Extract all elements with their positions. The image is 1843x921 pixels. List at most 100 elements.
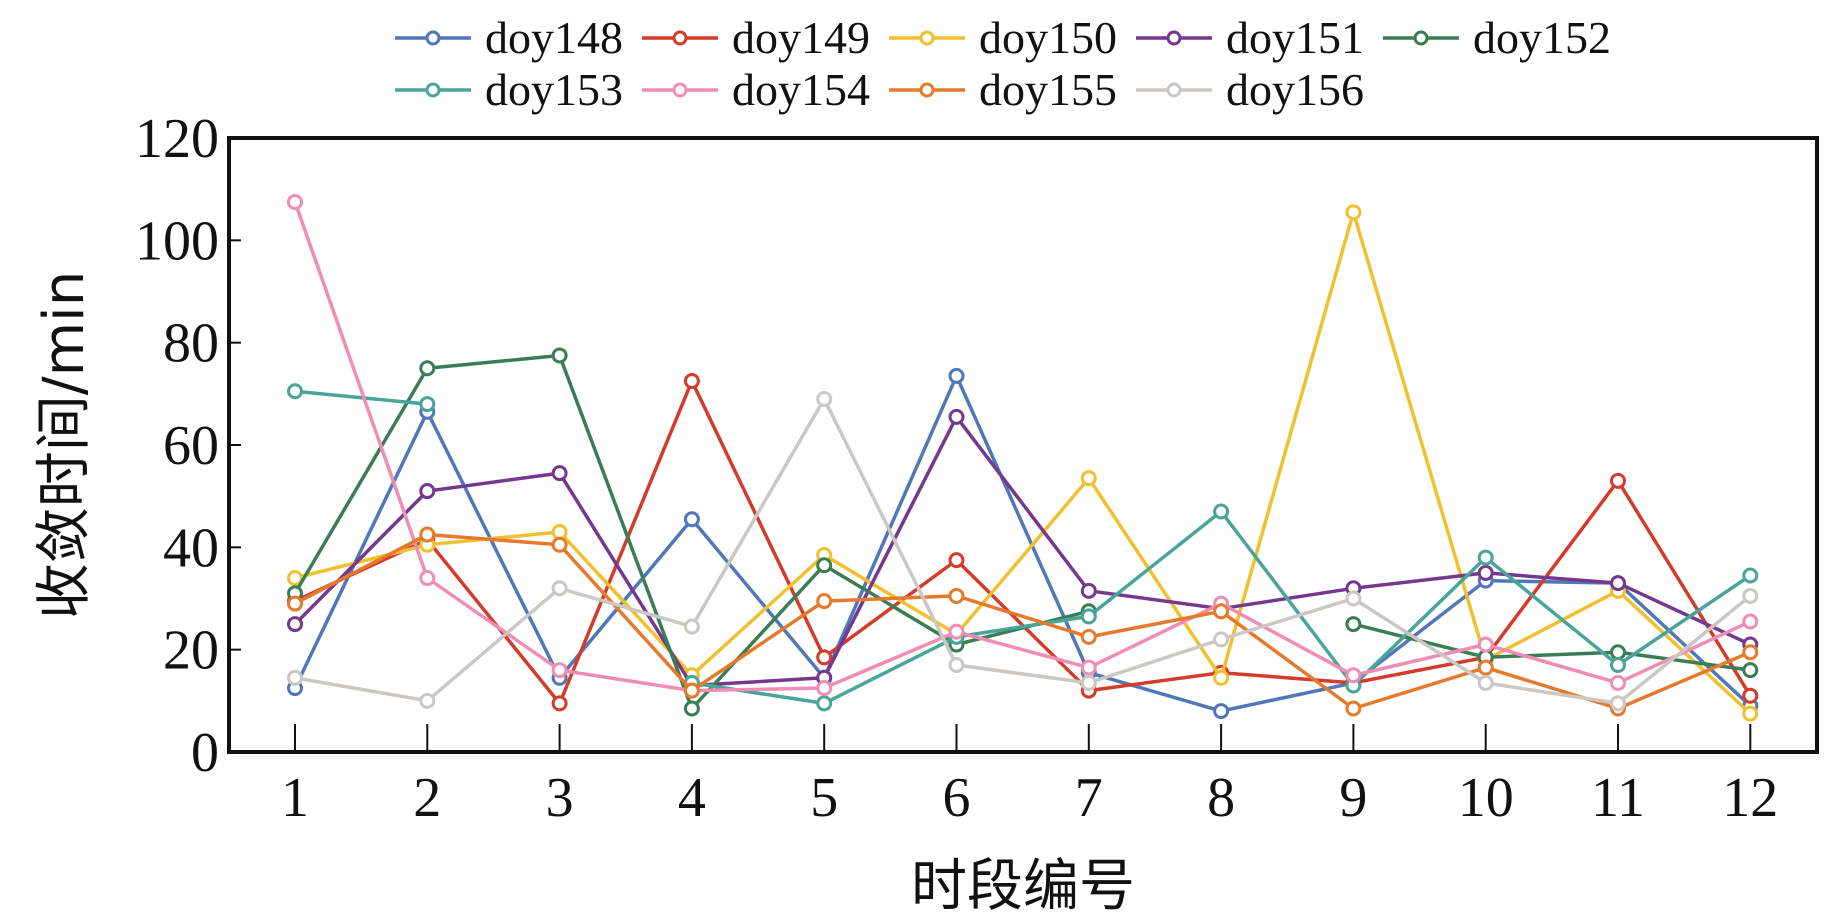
x-tick-label: 8 bbox=[1207, 767, 1235, 829]
data-point-doy149 bbox=[551, 695, 568, 712]
data-point-doy153 bbox=[1742, 567, 1759, 584]
legend-marker bbox=[1166, 82, 1182, 98]
data-point-doy148 bbox=[1213, 703, 1230, 720]
data-point-doy149 bbox=[948, 552, 965, 569]
x-axis-title: 时段编号 bbox=[911, 854, 1135, 919]
data-point-doy154 bbox=[816, 680, 833, 697]
data-point-doy151 bbox=[948, 408, 965, 425]
data-point-doy155 bbox=[948, 587, 965, 604]
data-point-doy149 bbox=[1742, 687, 1759, 704]
x-tick-label: 1 bbox=[281, 767, 309, 829]
data-point-doy153 bbox=[1213, 503, 1230, 520]
series-line-doy155 bbox=[294, 532, 1751, 711]
series-doy148 bbox=[287, 367, 1759, 720]
data-point-doy153 bbox=[816, 695, 833, 712]
data-point-doy156 bbox=[551, 580, 568, 597]
data-point-doy156 bbox=[948, 657, 965, 674]
data-point-doy150 bbox=[1742, 705, 1759, 722]
data-point-doy156 bbox=[1213, 631, 1230, 648]
data-point-doy153 bbox=[287, 383, 303, 400]
legend-label: doy155 bbox=[979, 64, 1117, 115]
data-point-doy150 bbox=[1213, 669, 1230, 686]
legend-marker bbox=[425, 30, 441, 46]
x-tick-label: 5 bbox=[810, 767, 838, 829]
x-tick-label: 12 bbox=[1722, 767, 1778, 829]
y-tick-label: 80 bbox=[163, 313, 219, 375]
legend-label: doy156 bbox=[1226, 64, 1364, 115]
x-tick-label: 6 bbox=[943, 767, 971, 829]
data-point-doy155 bbox=[816, 593, 833, 610]
legend-marker bbox=[672, 82, 688, 98]
legend-item-doy156: doy156 bbox=[1136, 64, 1364, 115]
legend-item-doy150: doy150 bbox=[889, 12, 1117, 63]
data-point-doy150 bbox=[1080, 470, 1097, 487]
data-point-doy156 bbox=[1080, 674, 1097, 691]
data-point-doy154 bbox=[1477, 636, 1494, 653]
data-point-doy150 bbox=[287, 570, 303, 587]
legend-label: doy154 bbox=[732, 64, 870, 115]
data-point-doy152 bbox=[683, 700, 700, 717]
plot-frame bbox=[227, 136, 1819, 754]
data-point-doy152 bbox=[1742, 662, 1759, 679]
y-tick-label: 20 bbox=[163, 620, 219, 682]
x-tick-label: 4 bbox=[678, 767, 706, 829]
legend: doy148 doy149 doy150 doy151 doy152 doy153 doy1… bbox=[395, 12, 1611, 115]
data-point-doy152 bbox=[419, 360, 436, 377]
data-point-doy155 bbox=[1080, 628, 1097, 645]
series-line-doy148 bbox=[293, 374, 1752, 713]
y-tick-label: 120 bbox=[135, 108, 219, 170]
data-point-doy156 bbox=[419, 692, 436, 709]
legend-marker bbox=[672, 30, 688, 46]
data-point-doy153 bbox=[1477, 549, 1494, 566]
series-doy154 bbox=[287, 193, 1759, 699]
legend-marker bbox=[425, 82, 441, 98]
y-tick-label: 100 bbox=[135, 210, 219, 272]
data-point-doy151 bbox=[551, 465, 568, 482]
legend-item-doy155: doy155 bbox=[889, 64, 1117, 115]
x-tick-label: 10 bbox=[1458, 767, 1514, 829]
legend-label: doy152 bbox=[1473, 12, 1611, 63]
x-tick-label: 2 bbox=[413, 767, 441, 829]
x-tick-label: 9 bbox=[1339, 767, 1367, 829]
x-tick-label: 11 bbox=[1591, 767, 1645, 829]
data-point-doy155 bbox=[1477, 659, 1494, 676]
data-point-doy154 bbox=[1610, 674, 1626, 691]
data-point-doy155 bbox=[551, 536, 568, 553]
x-tick-label: 7 bbox=[1075, 767, 1103, 829]
legend-label: doy151 bbox=[1226, 12, 1364, 63]
data-point-doy156 bbox=[1477, 674, 1494, 691]
data-point-doy156 bbox=[683, 618, 700, 635]
y-tick-label: 40 bbox=[163, 517, 219, 579]
series-doy155 bbox=[287, 526, 1759, 717]
legend-label: doy148 bbox=[485, 12, 623, 63]
legend-item-doy152: doy152 bbox=[1383, 12, 1611, 63]
legend-marker bbox=[919, 82, 935, 98]
data-point-doy155 bbox=[287, 595, 303, 612]
series-doy153 bbox=[287, 383, 1759, 712]
data-point-doy152 bbox=[551, 347, 568, 364]
data-point-doy153 bbox=[419, 396, 436, 413]
data-point-doy153 bbox=[1610, 657, 1626, 674]
data-point-doy152 bbox=[1610, 644, 1626, 661]
data-point-doy154 bbox=[1080, 659, 1097, 676]
data-point-doy154 bbox=[948, 623, 965, 640]
series-line-doy150 bbox=[294, 210, 1752, 715]
series-line-doy154 bbox=[293, 201, 1752, 693]
y-axis-title: 收敛时间/min bbox=[32, 271, 97, 619]
data-point-doy152 bbox=[1345, 616, 1362, 633]
legend-label: doy150 bbox=[979, 12, 1117, 63]
data-point-doy154 bbox=[1742, 613, 1759, 630]
data-point-doy151 bbox=[1080, 582, 1097, 599]
legend-marker bbox=[919, 30, 935, 46]
series-doy156 bbox=[287, 390, 1759, 712]
data-point-doy148 bbox=[683, 511, 700, 528]
legend-marker bbox=[1166, 30, 1182, 46]
data-point-doy154 bbox=[1345, 667, 1362, 684]
data-point-doy148 bbox=[948, 367, 965, 384]
y-tick-label: 60 bbox=[163, 415, 219, 477]
legend-label: doy149 bbox=[732, 12, 870, 63]
data-point-doy156 bbox=[1345, 590, 1362, 607]
series-line-doy153 bbox=[294, 389, 428, 406]
